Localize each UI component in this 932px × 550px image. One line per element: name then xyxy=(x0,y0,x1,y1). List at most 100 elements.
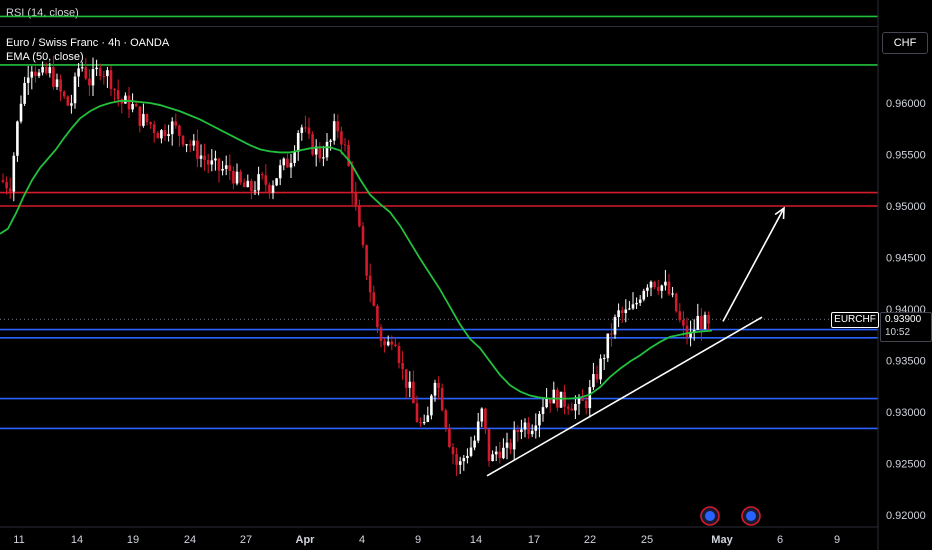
candle-body xyxy=(1,180,5,182)
candle-body xyxy=(116,90,120,100)
candle-body xyxy=(343,144,347,146)
candle-body xyxy=(466,455,469,459)
candle-body xyxy=(437,382,440,388)
candle-body xyxy=(379,327,383,341)
x-tick-label: 4 xyxy=(359,534,365,546)
candle-body xyxy=(610,333,613,335)
candle-body xyxy=(124,95,127,104)
candle-body xyxy=(37,72,41,76)
candle-body xyxy=(505,442,509,448)
candle-body xyxy=(106,70,109,77)
candle-body xyxy=(84,67,88,79)
candle-body xyxy=(390,341,394,345)
candle-body xyxy=(473,440,476,448)
candle-body xyxy=(512,429,516,450)
candle-body xyxy=(458,461,462,465)
y-tick-label: 0.95000 xyxy=(886,201,926,213)
candle-body xyxy=(570,408,574,411)
economic-event-icon[interactable] xyxy=(741,506,761,526)
candle-body xyxy=(55,79,59,87)
candle-body xyxy=(592,373,595,388)
candle-body xyxy=(484,408,487,430)
x-tick-label: 22 xyxy=(584,534,596,546)
candle-body xyxy=(304,127,307,129)
candle-body xyxy=(66,96,70,106)
candle-body xyxy=(412,381,415,404)
candle-body xyxy=(149,122,152,125)
y-tick-label: 0.94500 xyxy=(886,253,926,265)
candle-body xyxy=(44,66,48,74)
candle-body xyxy=(282,158,286,166)
candle-body xyxy=(372,292,376,306)
economic-event-icon[interactable] xyxy=(700,506,720,526)
candle-body xyxy=(602,358,606,360)
candle-body xyxy=(134,104,138,107)
candle-body xyxy=(408,381,412,388)
candle-body xyxy=(530,430,534,435)
candle-body xyxy=(376,305,379,328)
candle-body xyxy=(52,67,55,87)
candle-body xyxy=(455,454,458,465)
candle-body xyxy=(646,287,649,291)
candle-body xyxy=(260,174,264,176)
candle-body xyxy=(109,70,113,89)
y-tick-label: 0.93500 xyxy=(886,356,926,368)
candle-body xyxy=(332,121,336,141)
candle-body xyxy=(336,121,340,132)
candle-body xyxy=(268,184,271,193)
candle-body xyxy=(365,245,368,276)
candle-body xyxy=(577,397,581,404)
x-tick-label: May xyxy=(711,534,733,546)
candle-body xyxy=(494,451,498,455)
candle-body xyxy=(228,165,232,171)
x-tick-label: 17 xyxy=(528,534,540,546)
last-price: 0.93900 xyxy=(885,314,922,325)
candle-body xyxy=(145,114,149,123)
candle-body xyxy=(552,389,556,404)
candle-body xyxy=(23,82,26,104)
x-tick-label: 14 xyxy=(71,534,83,546)
candle-body xyxy=(451,446,455,455)
candle-body xyxy=(606,333,610,359)
candle-body xyxy=(545,398,548,408)
candle-body xyxy=(347,144,350,166)
candle-body xyxy=(642,290,646,300)
candle-body xyxy=(426,415,430,422)
candle-body xyxy=(422,421,426,424)
candle-body xyxy=(19,103,23,122)
currency-button[interactable]: CHF xyxy=(882,32,928,54)
candle-body xyxy=(404,369,408,388)
candle-body xyxy=(448,427,451,447)
candle-body xyxy=(671,293,674,295)
candle-body xyxy=(361,226,365,246)
candle-body xyxy=(289,162,293,168)
candle-body xyxy=(293,151,296,163)
candle-body xyxy=(430,395,433,416)
last-price-tag: 0.93900 10:52 xyxy=(880,312,932,342)
candle-body xyxy=(271,185,275,193)
candle-body xyxy=(584,400,588,409)
ema-legend[interactable]: EMA (50, close) xyxy=(6,51,84,63)
candle-body xyxy=(203,155,206,161)
candle-body xyxy=(703,314,707,329)
trendline xyxy=(486,316,763,477)
candle-body xyxy=(102,75,106,77)
candle-body xyxy=(196,140,199,159)
candle-body xyxy=(534,425,538,431)
x-tick-label: 25 xyxy=(641,534,653,546)
candle-body xyxy=(574,403,577,411)
candle-body xyxy=(595,373,599,380)
candle-body xyxy=(59,79,62,92)
candle-body xyxy=(70,103,73,106)
candle-body xyxy=(264,175,268,185)
candle-body xyxy=(696,315,700,331)
candle-body xyxy=(509,442,512,450)
candle-body xyxy=(131,104,134,110)
x-tick-label: 9 xyxy=(834,534,840,546)
candle-body xyxy=(527,422,530,435)
candle-body xyxy=(34,71,37,76)
symbol-title[interactable]: Euro / Swiss Franc · 4h · OANDA xyxy=(6,37,170,49)
candle-body xyxy=(77,68,80,77)
candle-body xyxy=(199,155,203,159)
